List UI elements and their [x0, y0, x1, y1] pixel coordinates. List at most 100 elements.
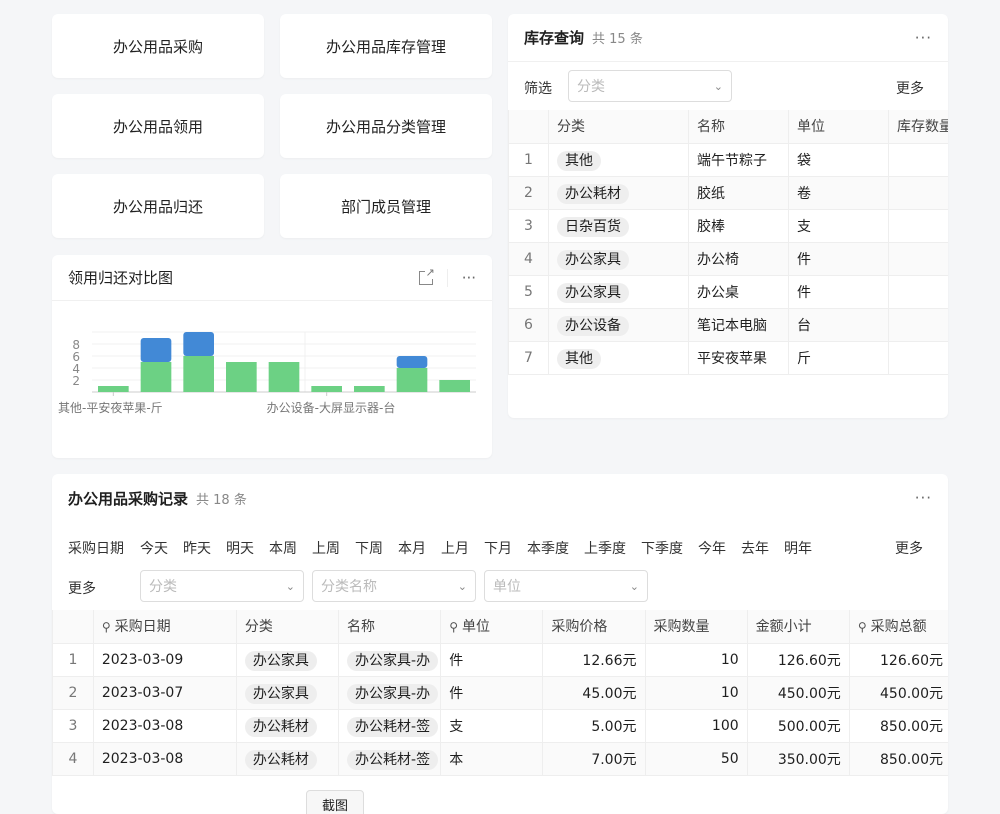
bar-segment — [268, 362, 300, 392]
ellipsis-icon[interactable]: ··· — [461, 268, 476, 287]
nav-button[interactable]: 办公用品领用 — [52, 94, 264, 158]
nav-button[interactable]: 办公用品采购 — [52, 14, 264, 78]
col-header[interactable]: 单位 — [788, 110, 889, 144]
unit-cell: 卷 — [788, 175, 889, 210]
name-cell: 办公家具-办 — [338, 675, 442, 710]
date-filter-option[interactable]: 上季度 — [584, 541, 626, 557]
bar-segment — [98, 386, 129, 392]
name-cell: 平安夜苹果 — [688, 340, 789, 375]
date-filter-option[interactable]: 本周 — [269, 541, 297, 557]
ellipsis-icon[interactable]: ··· — [914, 489, 932, 507]
row-index: 3 — [508, 208, 549, 243]
bar-segment — [183, 356, 214, 392]
table-row[interactable]: 2 办公耗材 胶纸卷 — [508, 175, 948, 210]
stock-cell — [888, 307, 948, 342]
name-tag: 办公耗材-签 — [347, 749, 439, 770]
bar-segment — [311, 386, 342, 392]
category-cell: 办公设备 — [548, 307, 689, 342]
name-tag: 办公家具-办 — [347, 650, 439, 671]
more-button[interactable]: 更多 — [895, 541, 923, 557]
x-tick-label: 办公设备-大屏显示器-台 — [267, 400, 396, 415]
subtotal-cell: 350.00元 — [746, 741, 850, 776]
date-filter-option[interactable]: 今天 — [140, 541, 168, 557]
category-select[interactable]: 分类 ⌄ — [140, 570, 304, 602]
col-header[interactable]: 金额小计 — [746, 610, 850, 644]
date-filter-option[interactable]: 明年 — [784, 541, 812, 557]
col-header[interactable]: 分类 — [235, 610, 340, 644]
category-select[interactable]: 分类 ⌄ — [568, 70, 732, 102]
category-tag: 办公耗材 — [244, 716, 317, 737]
row-index: 2 — [508, 175, 549, 210]
category-cell: 办公家具 — [235, 675, 340, 710]
row-index: 4 — [52, 741, 94, 776]
table-row[interactable]: 4 办公家具 办公椅件 — [508, 241, 948, 276]
date-filter-option[interactable]: 下月 — [484, 541, 512, 557]
table-row[interactable]: 3 日杂百货 胶棒支 — [508, 208, 948, 243]
chevron-down-icon: ⌄ — [285, 579, 295, 593]
category-placeholder: 分类 — [577, 79, 605, 95]
name-cell: 办公耗材-签 — [338, 708, 442, 743]
price-cell: 5.00元 — [542, 708, 646, 743]
unit-select[interactable]: 单位 ⌄ — [484, 570, 648, 602]
date-filter-option[interactable]: 上周 — [312, 541, 340, 557]
col-header[interactable]: 采购数量 — [644, 610, 748, 644]
category-name-select[interactable]: 分类名称 ⌄ — [312, 570, 476, 602]
table-row[interactable]: 1 其他 端午节粽子袋 — [508, 142, 948, 177]
unit-cell: 斤 — [788, 340, 889, 375]
nav-button[interactable]: 办公用品分类管理 — [280, 94, 492, 158]
date-filter-option[interactable]: 今年 — [698, 541, 726, 557]
bar-segment — [226, 362, 257, 392]
col-header[interactable]: ⚲ 单位 — [440, 610, 544, 644]
date-filter-option[interactable]: 昨天 — [183, 541, 211, 557]
category-cell: 其他 — [548, 340, 689, 375]
row-index: 5 — [508, 274, 549, 309]
table-row[interactable]: 7 其他 平安夜苹果斤 — [508, 340, 948, 375]
date-filter-option[interactable]: 下季度 — [641, 541, 683, 557]
ellipsis-icon[interactable]: ··· — [914, 28, 932, 47]
date-filter-option[interactable]: 下周 — [355, 541, 383, 557]
date-filter-option[interactable]: 本季度 — [527, 541, 569, 557]
table-row[interactable]: 4 2023-03-08 办公耗材 办公耗材-签本 7.00元 50 350.00元 850.… — [52, 741, 948, 776]
stock-cell — [888, 175, 948, 210]
nav-button[interactable]: 部门成员管理 — [280, 174, 492, 238]
table-row[interactable]: 3 2023-03-08 办公耗材 办公耗材-签支 5.00元 100 500.00元 850… — [52, 708, 948, 743]
col-header[interactable]: 名称 — [338, 610, 442, 644]
external-link-icon[interactable]: ↗ — [418, 265, 435, 285]
col-header[interactable]: 库存数量 — [888, 110, 948, 144]
total-cell: 850.00元 — [848, 741, 948, 776]
col-header[interactable]: ⚲ 采购日期 — [92, 610, 237, 644]
date-filter-option[interactable]: 去年 — [741, 541, 769, 557]
category-tag: 办公家具 — [244, 650, 317, 671]
category-tag: 办公设备 — [557, 315, 629, 336]
col-header[interactable]: 分类 — [548, 110, 689, 144]
nav-button[interactable]: 办公用品库存管理 — [280, 14, 492, 78]
name-cell: 胶棒 — [688, 208, 789, 243]
inventory-card: 库存查询 共 15 条 ··· 筛选 分类 ⌄ 更多 分类 名称 单位 库存数量 1 其他… — [508, 14, 948, 418]
bar-segment — [140, 338, 172, 362]
date-filter-option[interactable]: 上月 — [441, 541, 469, 557]
col-header[interactable]: 采购价格 — [542, 610, 646, 644]
category-cell: 办公耗材 — [235, 741, 340, 776]
table-row[interactable]: 5 办公家具 办公桌件 — [508, 274, 948, 309]
unit-cell: 台 — [788, 307, 889, 342]
col-header[interactable]: 名称 — [688, 110, 789, 144]
row-index: 4 — [508, 241, 549, 276]
col-header[interactable]: ⚲ 采购总额 — [848, 610, 948, 644]
y-tick-label: 2 — [72, 374, 80, 388]
col-header-label: 分类 — [244, 619, 273, 636]
table-row[interactable]: 6 办公设备 笔记本电脑台 — [508, 307, 948, 342]
row-index: 1 — [508, 142, 549, 177]
date-filter-option[interactable]: 明天 — [226, 541, 254, 557]
table-row[interactable]: 1 2023-03-09 办公家具 办公家具-办件 12.66元 10 126.60元 126… — [52, 642, 948, 677]
screenshot-button[interactable]: 截图 — [306, 790, 364, 814]
col-index — [508, 110, 549, 144]
category-tag: 办公家具 — [557, 282, 629, 303]
category-tag: 办公耗材 — [557, 183, 629, 204]
date-filter-option[interactable]: 本月 — [398, 541, 426, 557]
nav-button[interactable]: 办公用品归还 — [52, 174, 264, 238]
table-row[interactable]: 2 2023-03-07 办公家具 办公家具-办件 45.00元 10 450.00元 450… — [52, 675, 948, 710]
row-index: 3 — [52, 708, 94, 743]
placeholder: 单位 — [493, 579, 521, 595]
more-filters-button[interactable]: 更多 — [896, 81, 924, 97]
name-cell: 笔记本电脑 — [688, 307, 789, 342]
